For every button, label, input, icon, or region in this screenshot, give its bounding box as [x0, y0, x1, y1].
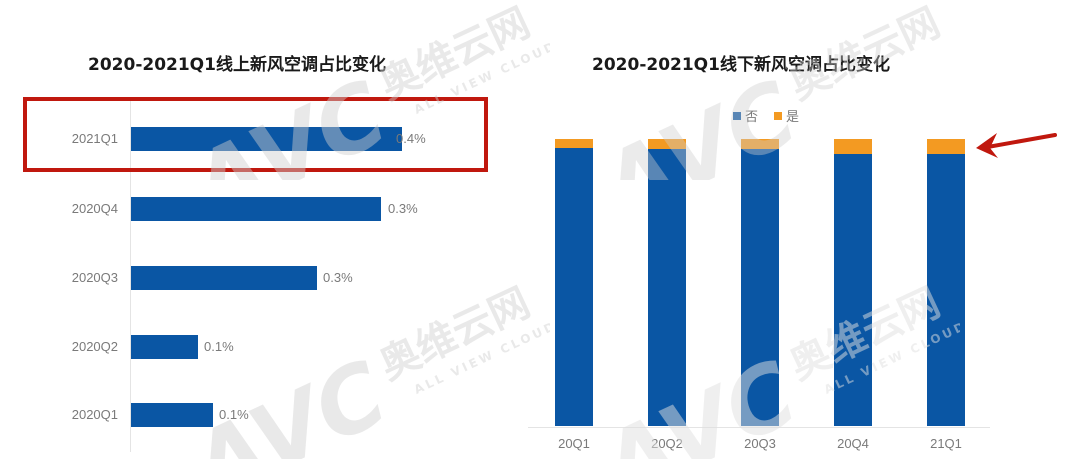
watermark-logo-icon: AVC 奥维云网 ALL VIEW CLOUD [172, 280, 550, 459]
svg-text:ALL VIEW CLOUD: ALL VIEW CLOUD [412, 318, 550, 397]
left-value-2021q1: 0.4% [396, 131, 426, 146]
left-cat-label-2020q3: 2020Q3 [71, 270, 118, 285]
legend-label-no: 否 [745, 110, 759, 125]
right-bar-20q3 [741, 139, 779, 426]
right-chart-title: 2020-2021Q1线下新风空调占比变化 [592, 55, 890, 75]
left-chart-y-axis [130, 100, 131, 452]
left-bar-2021q1 [131, 127, 402, 151]
right-x-label-20q2: 20Q2 [651, 436, 683, 451]
left-bar-2020q2 [131, 335, 198, 359]
right-bar-20q1 [555, 139, 593, 426]
left-value-2020q3: 0.3% [323, 270, 353, 285]
right-bar-20q2-yes [648, 139, 686, 149]
svg-text:奥维云网: 奥维云网 [373, 280, 537, 389]
left-cat-label-2021q1: 2021Q1 [71, 131, 118, 146]
left-cat-label-2020q4: 2020Q4 [71, 201, 118, 216]
right-bar-21q1-no [927, 154, 965, 426]
right-bar-20q3-no [741, 149, 779, 426]
red-arrow-icon [976, 133, 1057, 158]
left-value-2020q2: 0.1% [204, 339, 234, 354]
legend-swatch-yes [774, 111, 783, 120]
legend-label-yes: 是 [786, 110, 800, 125]
left-cat-label-2020q2: 2020Q2 [71, 339, 118, 354]
left-value-2020q4: 0.3% [388, 201, 418, 216]
right-chart-legend: 否 是 [733, 106, 799, 125]
right-x-label-21q1: 21Q1 [930, 436, 962, 451]
right-x-label-20q4: 20Q4 [837, 436, 869, 451]
right-bar-20q2 [648, 139, 686, 426]
legend-swatch-no [733, 111, 741, 120]
left-value-2020q1: 0.1% [219, 407, 249, 422]
right-bar-20q3-yes [741, 139, 779, 149]
right-bar-20q1-yes [555, 139, 593, 148]
svg-text:奥维云网: 奥维云网 [373, 0, 537, 109]
right-bar-21q1-yes [927, 139, 965, 154]
left-bar-2020q1 [131, 403, 213, 427]
left-bar-2020q4 [131, 197, 381, 221]
right-bar-20q4-yes [834, 139, 872, 154]
right-x-label-20q3: 20Q3 [744, 436, 776, 451]
left-bar-2020q3 [131, 266, 317, 290]
right-x-label-20q1: 20Q1 [558, 436, 590, 451]
right-chart-x-axis [528, 427, 990, 428]
highlight-box-2021q1 [23, 97, 488, 172]
right-bar-20q1-no [555, 148, 593, 426]
left-cat-label-2020q1: 2020Q1 [71, 407, 118, 422]
right-bar-20q4-no [834, 154, 872, 426]
left-chart-title: 2020-2021Q1线上新风空调占比变化 [88, 55, 386, 75]
right-bar-20q2-no [648, 149, 686, 426]
right-bar-21q1 [927, 139, 965, 426]
right-bar-20q4 [834, 139, 872, 426]
